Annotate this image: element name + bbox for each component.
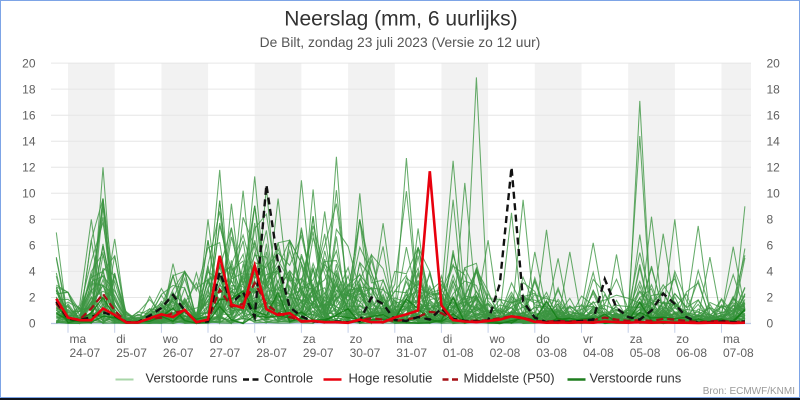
svg-text:za: za <box>303 332 316 346</box>
svg-text:0: 0 <box>29 317 36 331</box>
svg-text:Middelste (P50): Middelste (P50) <box>464 371 555 386</box>
svg-text:Neerslag (mm, 6 uurlijks): Neerslag (mm, 6 uurlijks) <box>284 8 517 31</box>
svg-text:6: 6 <box>767 239 774 253</box>
svg-text:di: di <box>116 332 125 346</box>
svg-text:4: 4 <box>767 265 774 279</box>
svg-text:26-07: 26-07 <box>163 346 194 360</box>
svg-text:ma: ma <box>396 332 413 346</box>
svg-text:vr: vr <box>583 332 593 346</box>
svg-text:16: 16 <box>767 108 781 122</box>
svg-text:04-08: 04-08 <box>583 346 614 360</box>
svg-text:vr: vr <box>256 332 266 346</box>
svg-text:31-07: 31-07 <box>396 346 427 360</box>
svg-text:01-08: 01-08 <box>443 346 474 360</box>
svg-text:12: 12 <box>22 161 36 175</box>
svg-text:do: do <box>536 332 550 346</box>
svg-text:10: 10 <box>22 187 36 201</box>
svg-text:14: 14 <box>767 134 781 148</box>
svg-text:wo: wo <box>489 332 506 346</box>
svg-text:27-07: 27-07 <box>210 346 241 360</box>
svg-text:29-07: 29-07 <box>303 346 334 360</box>
svg-text:28-07: 28-07 <box>256 346 287 360</box>
svg-text:zo: zo <box>676 332 689 346</box>
svg-text:2: 2 <box>767 291 774 305</box>
svg-text:ma: ma <box>70 332 87 346</box>
svg-text:2: 2 <box>29 291 36 305</box>
svg-text:18: 18 <box>22 82 36 96</box>
svg-text:24-07: 24-07 <box>70 346 101 360</box>
svg-text:za: za <box>630 332 643 346</box>
svg-text:Controle: Controle <box>264 371 313 386</box>
svg-text:Verstoorde runs: Verstoorde runs <box>146 371 238 386</box>
svg-text:20: 20 <box>22 56 36 70</box>
svg-text:16: 16 <box>22 108 36 122</box>
svg-text:20: 20 <box>767 56 781 70</box>
svg-text:8: 8 <box>767 213 774 227</box>
svg-text:03-08: 03-08 <box>536 346 567 360</box>
svg-text:10: 10 <box>767 187 781 201</box>
svg-text:Hoge resolutie: Hoge resolutie <box>349 371 433 386</box>
svg-text:6: 6 <box>29 239 36 253</box>
svg-text:0: 0 <box>767 317 774 331</box>
svg-text:06-08: 06-08 <box>676 346 707 360</box>
svg-text:05-08: 05-08 <box>630 346 661 360</box>
svg-text:Verstoorde runs: Verstoorde runs <box>590 371 682 386</box>
svg-text:12: 12 <box>767 161 781 175</box>
svg-text:Bron: ECMWF/KNMI: Bron: ECMWF/KNMI <box>703 386 795 397</box>
svg-text:30-07: 30-07 <box>350 346 381 360</box>
svg-text:4: 4 <box>29 265 36 279</box>
svg-text:14: 14 <box>22 134 36 148</box>
svg-text:ma: ma <box>723 332 740 346</box>
svg-text:18: 18 <box>767 82 781 96</box>
svg-text:07-08: 07-08 <box>723 346 754 360</box>
svg-text:do: do <box>210 332 224 346</box>
svg-text:25-07: 25-07 <box>116 346 147 360</box>
svg-text:8: 8 <box>29 213 36 227</box>
svg-text:wo: wo <box>162 332 179 346</box>
svg-text:zo: zo <box>350 332 363 346</box>
svg-text:di: di <box>443 332 452 346</box>
svg-text:De Bilt, zondag 23 juli 2023 (: De Bilt, zondag 23 juli 2023 (Versie zo … <box>260 35 541 50</box>
svg-text:02-08: 02-08 <box>490 346 521 360</box>
